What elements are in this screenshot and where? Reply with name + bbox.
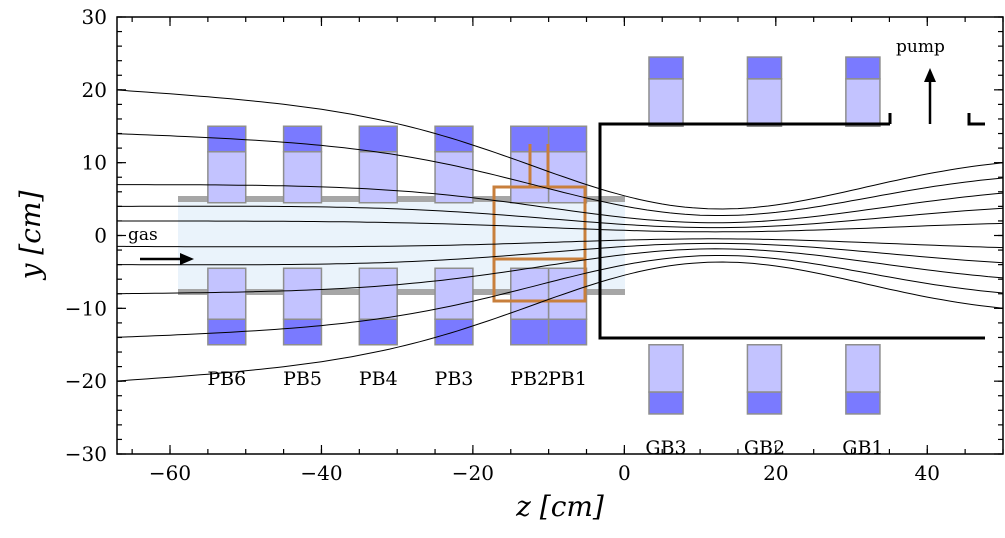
coil-label-gb1: GB1 (842, 437, 883, 459)
coil-pb3: PB3 (434, 125, 474, 390)
coil-pb4-segment (358, 318, 398, 346)
field-line (116, 261, 1004, 382)
coil-pb5: PB5 (282, 125, 323, 390)
coil-pb3-segment (434, 267, 474, 321)
coil-gb1: GB1 (842, 56, 884, 459)
coil-pb6-segment (207, 267, 247, 321)
coil-pb1-segment (547, 318, 588, 346)
y-tick-label: −30 (65, 442, 107, 466)
x-tick-label: 40 (915, 461, 940, 485)
coil-gb2-segment (746, 56, 783, 80)
coil-gb3-segment (648, 56, 684, 80)
x-tick-label: −20 (452, 461, 494, 485)
chamber-outline (598, 122, 985, 340)
x-tick-label: −40 (300, 461, 342, 485)
coil-label-pb2: PB2 (510, 368, 549, 390)
field-line (116, 248, 1004, 295)
field-line (116, 133, 1004, 216)
y-tick-label: 30 (82, 5, 107, 29)
coil-pb4-segment (358, 125, 398, 153)
coil-pb6-segment (207, 150, 247, 204)
coil-pb3-segment (434, 150, 474, 204)
field-line (117, 184, 1004, 224)
x-tick-label: −60 (149, 461, 191, 485)
y-tick-label: 20 (82, 78, 107, 102)
coil-gb2-segment (746, 344, 783, 393)
coil-label-gb3: GB3 (645, 437, 686, 459)
coil-pb5-segment (282, 150, 323, 204)
coil-label-pb5: PB5 (283, 368, 322, 390)
coil-pb2-segment (510, 267, 550, 321)
coil-gb1-segment (845, 344, 881, 393)
field-lines (116, 89, 1004, 382)
coil-label-pb3: PB3 (435, 368, 474, 390)
field-line (117, 238, 1004, 249)
field-line (116, 89, 1004, 210)
axis-ticks (117, 16, 1004, 455)
y-tick-label: −10 (65, 296, 107, 320)
y-axis-title: y [cm] (14, 191, 47, 282)
x-axis-title: z [cm] (515, 490, 604, 523)
coil-pb5-segment (282, 267, 323, 321)
gas-arrow (140, 253, 194, 265)
pump-arrow (924, 68, 936, 124)
coil-gb1-segment (845, 391, 881, 415)
y-tick-label: 0 (94, 224, 107, 248)
axis-tick-labels: −60 −40 −20 0 20 40 −30 −20 −10 0 10 20 30 (65, 5, 940, 485)
coil-pb4-segment (358, 150, 398, 204)
coil-pb5-segment (282, 125, 323, 153)
coil-gb3-segment (648, 78, 684, 127)
coil-pb4: PB4 (358, 125, 398, 390)
coil-gb1-segment (845, 56, 881, 80)
coil-gb3-segment (648, 344, 684, 393)
coil-pb1: PB1 (547, 125, 588, 390)
coil-pb5-segment (282, 318, 323, 346)
target-chamber (598, 113, 985, 340)
pump-port-right (967, 113, 985, 126)
coil-gb1-segment (845, 78, 881, 127)
coil-gb3: GB3 (645, 56, 687, 459)
coil-label-pb4: PB4 (359, 368, 398, 390)
x-tick-label: 0 (618, 461, 631, 485)
coil-gb2-segment (746, 391, 783, 415)
field-line (117, 205, 1004, 229)
coil-pb2-segment (510, 318, 550, 346)
pump-label: pump (896, 37, 945, 57)
coil-label-gb2: GB2 (744, 437, 785, 459)
y-tick-label: 10 (82, 151, 107, 175)
gas-label: gas (128, 225, 158, 245)
y-tick-label: −20 (65, 369, 107, 393)
coil-pb4-segment (358, 267, 398, 321)
coil-gb2: GB2 (744, 56, 785, 459)
field-line (117, 242, 1004, 266)
coil-pb1-segment (547, 267, 588, 321)
field-line (116, 255, 1004, 338)
coil-label-pb1: PB1 (548, 368, 587, 390)
coil-gb3-segment (648, 391, 684, 415)
field-line (117, 220, 1004, 233)
coil-pb1-segment (547, 125, 588, 153)
coil-gb2-segment (746, 78, 783, 127)
x-tick-label: 20 (763, 461, 788, 485)
coil-pb1-segment (547, 150, 588, 204)
